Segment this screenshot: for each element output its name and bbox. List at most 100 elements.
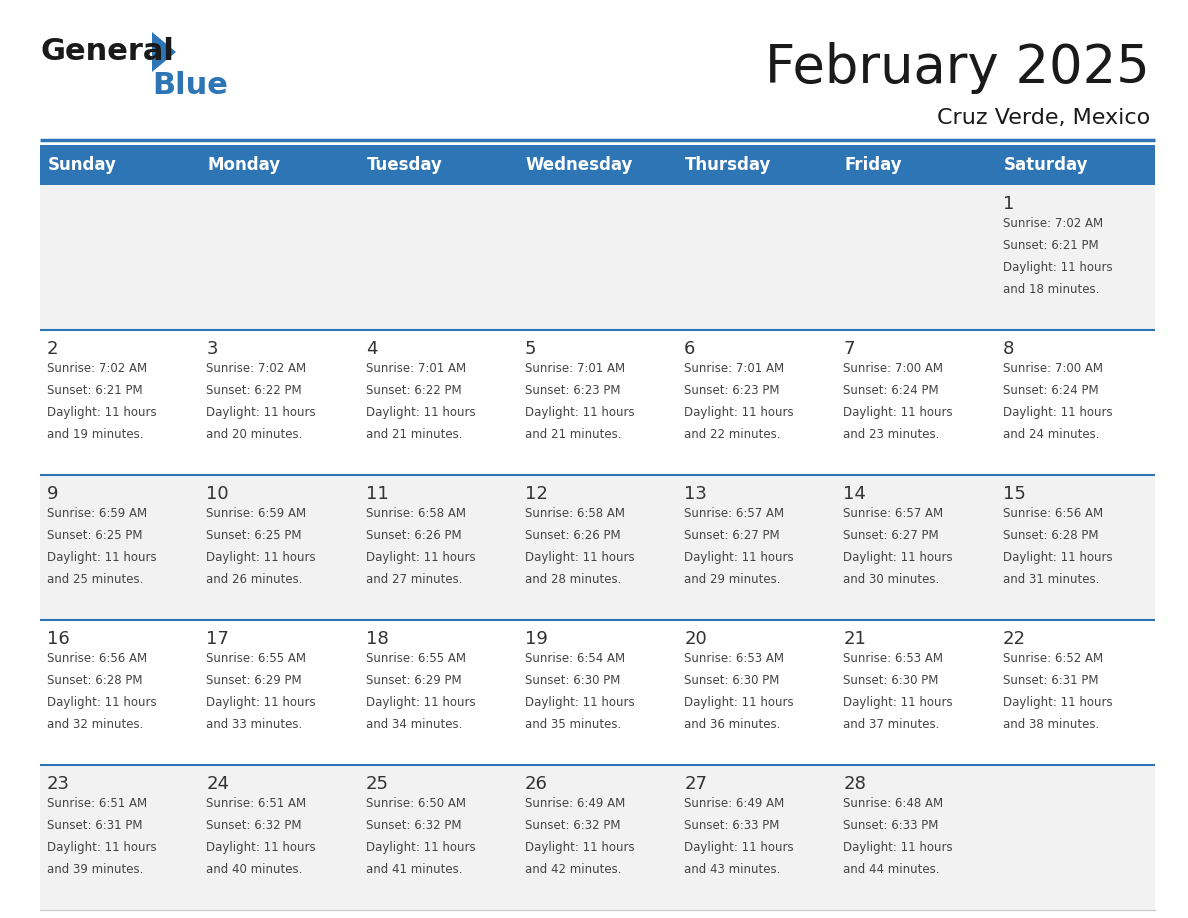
Text: 25: 25 xyxy=(366,775,388,793)
Text: Sunrise: 6:50 AM: Sunrise: 6:50 AM xyxy=(366,797,466,810)
Text: 4: 4 xyxy=(366,340,377,358)
Text: 13: 13 xyxy=(684,485,707,503)
Text: Daylight: 11 hours: Daylight: 11 hours xyxy=(207,551,316,564)
Text: Sunrise: 6:57 AM: Sunrise: 6:57 AM xyxy=(843,507,943,520)
Bar xyxy=(836,145,996,185)
Text: Sunset: 6:22 PM: Sunset: 6:22 PM xyxy=(366,384,461,397)
Text: 22: 22 xyxy=(1003,630,1025,648)
Text: 15: 15 xyxy=(1003,485,1025,503)
Text: Daylight: 11 hours: Daylight: 11 hours xyxy=(366,841,475,854)
Text: Sunrise: 6:58 AM: Sunrise: 6:58 AM xyxy=(525,507,625,520)
Text: 19: 19 xyxy=(525,630,548,648)
Text: Daylight: 11 hours: Daylight: 11 hours xyxy=(366,551,475,564)
Bar xyxy=(40,145,200,185)
Text: 20: 20 xyxy=(684,630,707,648)
Text: Sunrise: 6:53 AM: Sunrise: 6:53 AM xyxy=(684,652,784,665)
Text: Sunset: 6:31 PM: Sunset: 6:31 PM xyxy=(1003,674,1098,687)
Text: Sunrise: 7:01 AM: Sunrise: 7:01 AM xyxy=(684,362,784,375)
Text: Sunset: 6:28 PM: Sunset: 6:28 PM xyxy=(48,674,143,687)
Text: and 31 minutes.: and 31 minutes. xyxy=(1003,573,1099,586)
Bar xyxy=(40,620,1155,765)
Text: Sunrise: 6:56 AM: Sunrise: 6:56 AM xyxy=(1003,507,1102,520)
Text: and 24 minutes.: and 24 minutes. xyxy=(1003,428,1099,441)
Text: Daylight: 11 hours: Daylight: 11 hours xyxy=(48,406,157,419)
Text: 5: 5 xyxy=(525,340,536,358)
Text: Sunset: 6:24 PM: Sunset: 6:24 PM xyxy=(843,384,939,397)
Text: Daylight: 11 hours: Daylight: 11 hours xyxy=(207,406,316,419)
Text: Sunrise: 7:02 AM: Sunrise: 7:02 AM xyxy=(207,362,307,375)
Bar xyxy=(40,765,1155,910)
Text: and 43 minutes.: and 43 minutes. xyxy=(684,863,781,876)
Text: Sunset: 6:23 PM: Sunset: 6:23 PM xyxy=(684,384,779,397)
Text: Sunrise: 6:55 AM: Sunrise: 6:55 AM xyxy=(207,652,307,665)
Text: 14: 14 xyxy=(843,485,866,503)
Text: February 2025: February 2025 xyxy=(765,42,1150,94)
Text: and 42 minutes.: and 42 minutes. xyxy=(525,863,621,876)
Text: Sunset: 6:33 PM: Sunset: 6:33 PM xyxy=(684,819,779,832)
Text: Sunrise: 6:52 AM: Sunrise: 6:52 AM xyxy=(1003,652,1102,665)
Text: Daylight: 11 hours: Daylight: 11 hours xyxy=(1003,406,1112,419)
Text: Daylight: 11 hours: Daylight: 11 hours xyxy=(525,406,634,419)
Text: Sunrise: 7:01 AM: Sunrise: 7:01 AM xyxy=(366,362,466,375)
Text: and 38 minutes.: and 38 minutes. xyxy=(1003,718,1099,731)
Text: Sunset: 6:31 PM: Sunset: 6:31 PM xyxy=(48,819,143,832)
Text: and 20 minutes.: and 20 minutes. xyxy=(207,428,303,441)
Text: Daylight: 11 hours: Daylight: 11 hours xyxy=(48,841,157,854)
Text: Sunrise: 7:00 AM: Sunrise: 7:00 AM xyxy=(843,362,943,375)
Text: Sunset: 6:29 PM: Sunset: 6:29 PM xyxy=(366,674,461,687)
Text: Sunset: 6:29 PM: Sunset: 6:29 PM xyxy=(207,674,302,687)
Text: Sunset: 6:22 PM: Sunset: 6:22 PM xyxy=(207,384,302,397)
Text: 12: 12 xyxy=(525,485,548,503)
Bar xyxy=(359,145,518,185)
Text: Daylight: 11 hours: Daylight: 11 hours xyxy=(843,696,953,709)
Polygon shape xyxy=(152,32,176,72)
Text: Daylight: 11 hours: Daylight: 11 hours xyxy=(684,696,794,709)
Text: Sunday: Sunday xyxy=(48,156,116,174)
Text: Sunset: 6:24 PM: Sunset: 6:24 PM xyxy=(1003,384,1099,397)
Text: and 26 minutes.: and 26 minutes. xyxy=(207,573,303,586)
Text: Sunrise: 6:54 AM: Sunrise: 6:54 AM xyxy=(525,652,625,665)
Text: Sunset: 6:30 PM: Sunset: 6:30 PM xyxy=(525,674,620,687)
Text: Sunset: 6:25 PM: Sunset: 6:25 PM xyxy=(207,529,302,542)
Text: Daylight: 11 hours: Daylight: 11 hours xyxy=(843,841,953,854)
Text: Friday: Friday xyxy=(845,156,902,174)
Text: and 25 minutes.: and 25 minutes. xyxy=(48,573,144,586)
Text: and 18 minutes.: and 18 minutes. xyxy=(1003,283,1099,296)
Text: 23: 23 xyxy=(48,775,70,793)
Text: Sunrise: 6:55 AM: Sunrise: 6:55 AM xyxy=(366,652,466,665)
Text: and 40 minutes.: and 40 minutes. xyxy=(207,863,303,876)
Text: Sunset: 6:25 PM: Sunset: 6:25 PM xyxy=(48,529,143,542)
Text: Sunrise: 7:01 AM: Sunrise: 7:01 AM xyxy=(525,362,625,375)
Text: Cruz Verde, Mexico: Cruz Verde, Mexico xyxy=(937,108,1150,128)
Text: Daylight: 11 hours: Daylight: 11 hours xyxy=(684,841,794,854)
Text: 24: 24 xyxy=(207,775,229,793)
Text: 17: 17 xyxy=(207,630,229,648)
Text: Sunrise: 7:02 AM: Sunrise: 7:02 AM xyxy=(48,362,147,375)
Text: Sunrise: 6:56 AM: Sunrise: 6:56 AM xyxy=(48,652,147,665)
Text: Sunset: 6:26 PM: Sunset: 6:26 PM xyxy=(525,529,620,542)
Text: Tuesday: Tuesday xyxy=(367,156,442,174)
Text: 28: 28 xyxy=(843,775,866,793)
Text: Daylight: 11 hours: Daylight: 11 hours xyxy=(366,696,475,709)
Text: Sunset: 6:30 PM: Sunset: 6:30 PM xyxy=(843,674,939,687)
Text: Sunrise: 6:49 AM: Sunrise: 6:49 AM xyxy=(525,797,625,810)
Text: Daylight: 11 hours: Daylight: 11 hours xyxy=(843,551,953,564)
Text: Sunrise: 6:48 AM: Sunrise: 6:48 AM xyxy=(843,797,943,810)
Text: Daylight: 11 hours: Daylight: 11 hours xyxy=(684,406,794,419)
Text: Sunset: 6:32 PM: Sunset: 6:32 PM xyxy=(525,819,620,832)
Text: Sunset: 6:28 PM: Sunset: 6:28 PM xyxy=(1003,529,1098,542)
Text: Sunset: 6:30 PM: Sunset: 6:30 PM xyxy=(684,674,779,687)
Text: 26: 26 xyxy=(525,775,548,793)
Text: Sunrise: 6:51 AM: Sunrise: 6:51 AM xyxy=(48,797,147,810)
Text: and 34 minutes.: and 34 minutes. xyxy=(366,718,462,731)
Text: Daylight: 11 hours: Daylight: 11 hours xyxy=(207,841,316,854)
Text: Sunset: 6:23 PM: Sunset: 6:23 PM xyxy=(525,384,620,397)
Text: Wednesday: Wednesday xyxy=(526,156,633,174)
Text: Daylight: 11 hours: Daylight: 11 hours xyxy=(1003,696,1112,709)
Bar xyxy=(996,145,1155,185)
Text: and 22 minutes.: and 22 minutes. xyxy=(684,428,781,441)
Text: 6: 6 xyxy=(684,340,695,358)
Text: 18: 18 xyxy=(366,630,388,648)
Text: 9: 9 xyxy=(48,485,58,503)
Text: Daylight: 11 hours: Daylight: 11 hours xyxy=(684,551,794,564)
